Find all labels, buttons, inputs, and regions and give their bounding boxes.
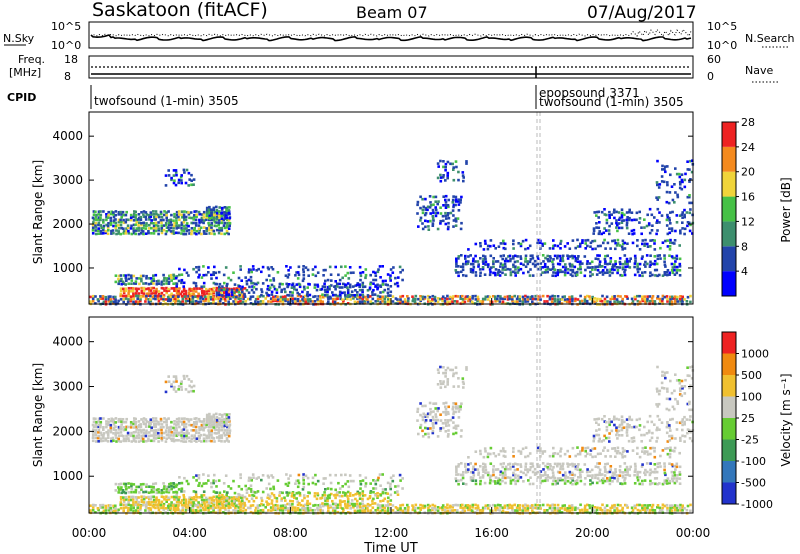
power-colorbar-band-3 [722,196,736,222]
velocity-colorbar-tick-6: -500 [741,477,766,490]
velocity-ylabel: Slant Range [km] [31,363,45,467]
power-colorbar-band-6 [722,122,736,147]
nave-tick-top: 60 [707,53,721,66]
power-ytick-1: 2000 [52,217,83,231]
power-colorbar-tick-4: 20 [741,166,755,179]
velocity-colorbar-band-7 [722,332,736,354]
power-colorbar-band-4 [722,171,736,197]
time-tick-3: 12:00 [374,526,409,540]
power-colorbar-tick-6: 28 [741,116,755,129]
cpid-panel: CPID twofsound (1-min) 3505 epopsound 33… [7,85,684,109]
beam-title: Beam 07 [356,3,428,22]
power-colorbar: 4 8 12 16 20 24 28 [721,116,755,297]
velocity-colorbar-tick-3: 25 [741,412,755,425]
power-ytick-3: 4000 [52,129,83,143]
power-colorbar-band-2 [722,221,736,247]
noise-right-label: N.Search [745,32,795,45]
velocity-colorbar-band-4 [722,396,736,418]
time-tick-0: 00:00 [72,526,107,540]
noise-search-line [90,28,692,37]
time-tick-4: 16:00 [474,526,509,540]
velocity-ytick-3: 4000 [52,335,83,349]
noise-left-tick-top: 10^5 [51,20,81,33]
nave-label: Nave [745,64,773,77]
velocity-panel: 1000 2000 3000 4000 00:00 04:00 08:00 12:00 16:… [31,298,793,554]
noise-right-tick-bottom: 10^0 [707,39,737,52]
noise-left-tick-bottom: 10^0 [51,39,81,52]
nave-tick-bottom: 0 [707,70,714,83]
time-tick-1: 04:00 [172,526,207,540]
freq-tick-bottom: 8 [64,70,71,83]
time-tick-2: 08:00 [273,526,308,540]
cpid-entry-3: twofsound (1-min) 3505 [539,95,684,109]
velocity-colorbar-tick-0: 1000 [741,348,769,361]
noise-left-label: N.Sky [3,32,35,45]
freq-panel: Freq. [MHz] 18 8 60 0 Nave [9,53,778,83]
date-title: 07/Aug/2017 [587,3,697,23]
freq-label-line1: Freq. [18,53,45,66]
velocity-colorbar-tick-7: -1000 [741,498,773,511]
velocity-ytick-1: 2000 [52,424,83,438]
velocity-colorbar-band-0 [722,482,736,504]
power-ytick-0: 1000 [52,261,83,275]
velocity-colorbar-tick-4: -25 [741,434,759,447]
power-colorbar-band-5 [722,146,736,172]
time-xlabel: Time UT [363,541,417,554]
velocity-data-layer [89,365,695,515]
power-panel: 1000 2000 3000 4000 Slant Range [km] 4 8 12 16… [31,111,793,306]
power-colorbar-label: Power [dB] [779,177,793,242]
power-ytick-2: 3000 [52,173,83,187]
velocity-colorbar-tick-1: 500 [741,369,762,382]
time-tick-6: 00:00 [676,526,711,540]
freq-label-line2: [MHz] [9,66,41,79]
velocity-colorbar-band-3 [722,418,736,440]
velocity-ytick-0: 1000 [52,469,83,483]
power-colorbar-band-0 [722,271,736,296]
velocity-colorbar-tick-5: -100 [741,455,766,468]
cpid-entry-1: twofsound (1-min) 3505 [94,94,239,108]
velocity-colorbar-band-6 [722,353,736,375]
velocity-ytick-2: 3000 [52,380,83,394]
power-colorbar-tick-3: 16 [741,191,755,204]
freq-tick-top: 18 [64,53,78,66]
velocity-colorbar-band-1 [722,461,736,483]
velocity-colorbar-band-2 [722,439,736,461]
cpid-label: CPID [7,91,36,104]
power-colorbar-tick-1: 8 [741,240,748,253]
velocity-colorbar: 1000 500 100 25 -25 -100 -500 -1000 [721,331,773,511]
power-colorbar-tick-5: 24 [741,141,755,154]
velocity-colorbar-band-5 [722,375,736,397]
power-colorbar-tick-0: 4 [741,265,748,278]
velocity-colorbar-tick-2: 100 [741,391,762,404]
velocity-colorbar-label: Velocity [m s⁻¹] [779,373,793,466]
time-tick-5: 20:00 [575,526,610,540]
noise-right-tick-top: 10^5 [707,20,737,33]
station-title: Saskatoon (fitACF) [92,0,268,21]
noise-panel: N.Sky 10^5 10^0 10^5 10^0 N.Search [3,20,795,52]
power-colorbar-band-1 [722,246,736,272]
power-ylabel: Slant Range [km] [31,160,45,264]
cpid-entry-2: epopsound 3371 [539,86,640,100]
power-colorbar-tick-2: 12 [741,215,755,228]
noise-sky-line [90,34,692,42]
